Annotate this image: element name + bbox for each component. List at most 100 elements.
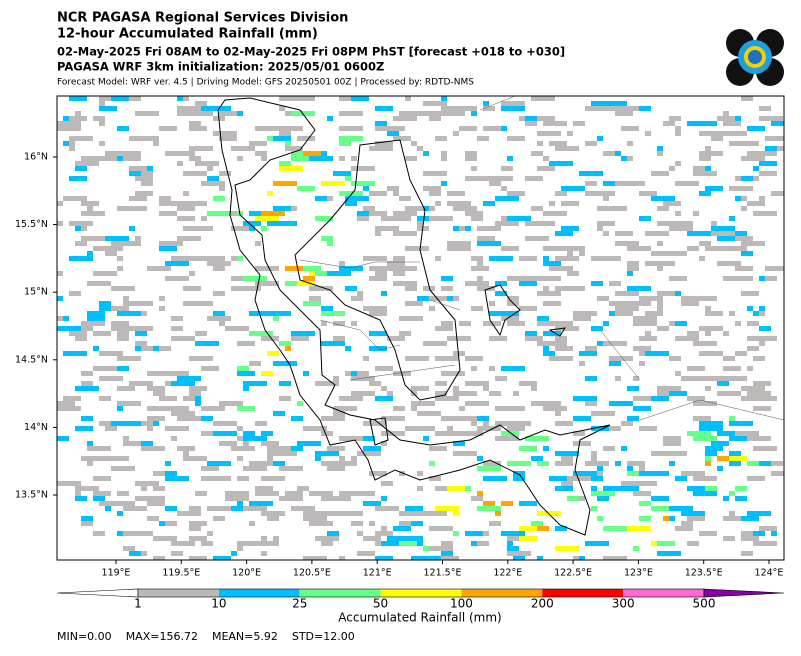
rain-cell — [633, 321, 657, 326]
rain-cell — [351, 391, 375, 396]
rain-cell — [225, 496, 249, 501]
rain-cell — [375, 271, 387, 276]
rain-cell — [99, 301, 111, 306]
rain-cell — [441, 96, 447, 101]
rain-cell — [411, 401, 435, 406]
rain-cell — [159, 246, 177, 251]
rain-cell — [753, 381, 771, 386]
rain-cell — [63, 141, 69, 146]
rain-cell — [699, 421, 723, 426]
lon-label: 120.5°E — [293, 568, 331, 579]
rain-cell — [147, 136, 159, 141]
rain-cell — [675, 371, 681, 376]
rain-cell — [627, 526, 651, 531]
rain-cell — [309, 521, 333, 526]
rain-cell — [267, 516, 279, 521]
rain-cell — [147, 266, 171, 271]
rain-cell — [411, 406, 417, 411]
rain-cell — [699, 531, 717, 536]
rain-cell — [237, 406, 243, 411]
rain-cell — [483, 476, 507, 481]
rain-cell — [111, 96, 129, 101]
rain-cell — [525, 331, 537, 336]
rain-cell — [357, 451, 381, 456]
rain-cell — [369, 191, 387, 196]
rain-cell — [537, 526, 549, 531]
rain-cell — [99, 121, 105, 126]
lon-label: 122°E — [493, 568, 522, 579]
rain-cell — [129, 381, 135, 386]
rain-cell — [303, 266, 321, 271]
rain-cell — [393, 406, 405, 411]
rain-cell — [171, 326, 183, 331]
rain-cell — [663, 201, 681, 206]
rain-cell — [447, 336, 471, 341]
rain-cell — [669, 116, 681, 121]
rain-cell — [429, 296, 453, 301]
rain-cell — [441, 156, 447, 161]
rain-cell — [351, 376, 375, 381]
rain-cell — [555, 486, 573, 491]
rain-cell — [219, 171, 231, 176]
rain-cell — [177, 416, 201, 421]
rain-cell — [57, 401, 75, 406]
rain-cell — [81, 321, 105, 326]
rain-cell — [537, 166, 555, 171]
rain-cell — [183, 171, 207, 176]
rain-cell — [657, 386, 681, 391]
rain-cell — [693, 491, 717, 496]
rain-cell — [111, 321, 129, 326]
rain-cell — [183, 286, 201, 291]
rain-cell — [69, 331, 87, 336]
rain-cell — [639, 516, 651, 521]
rain-cell — [183, 201, 195, 206]
rain-cell — [243, 276, 267, 281]
rain-cell — [435, 396, 453, 401]
rain-cell — [111, 421, 135, 426]
rain-cell — [495, 421, 513, 426]
rain-cell — [63, 316, 69, 321]
rain-cell — [93, 116, 105, 121]
rain-cell — [417, 146, 423, 151]
rain-cell — [471, 216, 483, 221]
rain-cell — [441, 416, 465, 421]
rain-cell — [567, 251, 573, 256]
rain-cell — [375, 141, 393, 146]
rain-cell — [651, 196, 675, 201]
rain-cell — [177, 236, 201, 241]
rain-cell — [525, 176, 543, 181]
rain-cell — [345, 346, 351, 351]
rain-cell — [147, 386, 165, 391]
rain-cell — [225, 326, 249, 331]
rain-cell — [117, 531, 123, 536]
rain-cell — [435, 101, 447, 106]
rain-cell — [207, 261, 231, 266]
rain-cell — [231, 446, 243, 451]
rain-cell — [243, 381, 267, 386]
rain-cell — [615, 181, 621, 186]
rain-cell — [597, 226, 603, 231]
rain-cell — [249, 361, 261, 366]
rain-cell — [243, 286, 261, 291]
rain-cell — [687, 486, 705, 491]
rain-cell — [453, 451, 477, 456]
rain-cell — [351, 371, 357, 376]
rain-cell — [723, 496, 729, 501]
rain-cell — [381, 496, 387, 501]
rain-cell — [705, 146, 711, 151]
lat-label: 16°N — [24, 152, 48, 163]
rain-cell — [471, 381, 489, 386]
stat: MAX=156.72 — [126, 630, 198, 643]
rain-cell — [675, 291, 681, 296]
rain-cell — [651, 171, 669, 176]
rain-cell — [381, 216, 405, 221]
rain-cell — [657, 326, 669, 331]
rain-cell — [345, 96, 369, 101]
rain-cell — [645, 131, 651, 136]
colorbar-segment — [138, 589, 219, 597]
rain-cell — [657, 266, 663, 271]
rain-cell — [231, 286, 249, 291]
rain-cell — [741, 156, 765, 161]
rain-cell — [75, 166, 87, 171]
